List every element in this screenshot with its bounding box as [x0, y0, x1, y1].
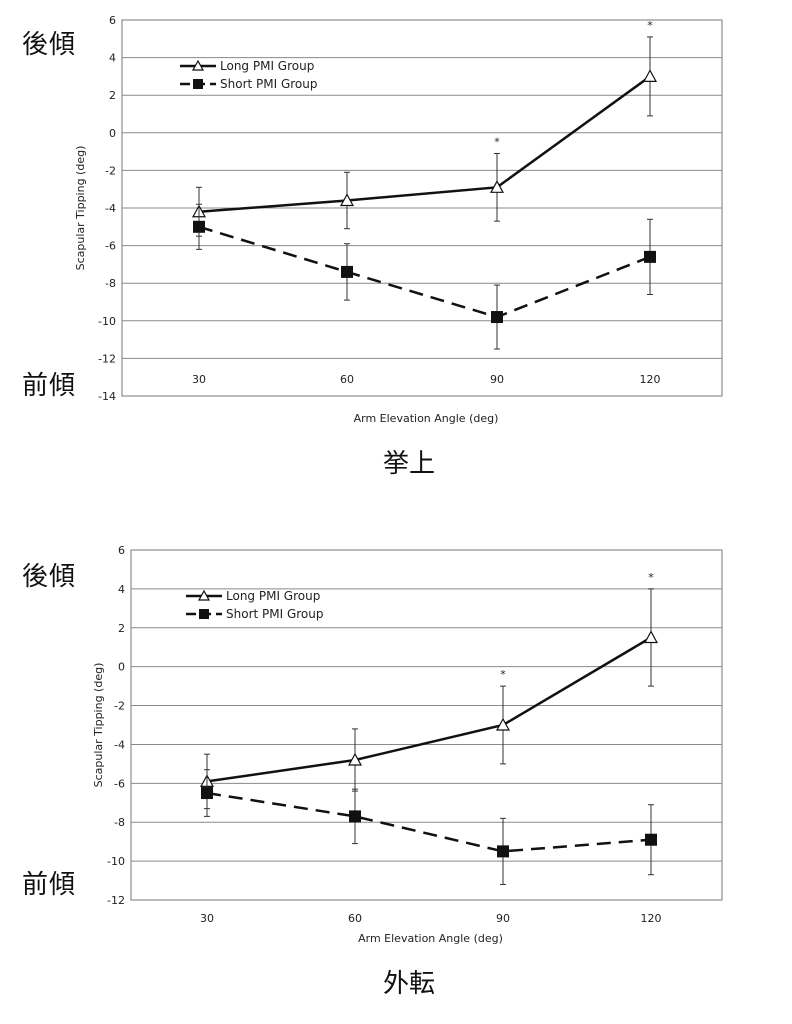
- y-tick-label: 4: [109, 52, 116, 65]
- y-tick-label: -2: [114, 700, 125, 713]
- legend-marker: [193, 79, 203, 89]
- x-tick-label: 120: [640, 373, 661, 386]
- y-tick-label: 0: [118, 661, 125, 674]
- x-tick-label: 30: [200, 912, 214, 925]
- posterior-tilt-label-bottom: 後傾: [22, 562, 77, 592]
- significance-marker: *: [500, 668, 506, 681]
- data-point-long: [489, 180, 505, 193]
- data-point-short: [341, 265, 353, 278]
- y-tick-label: 6: [118, 544, 125, 557]
- anterior-tilt-label-bottom: 前傾: [22, 870, 77, 900]
- y-tick-label: 6: [109, 14, 116, 27]
- y-tick-label: -4: [114, 738, 125, 751]
- x-tick-label: 60: [340, 373, 354, 386]
- x-axis-title: Arm Elevation Angle (deg): [354, 412, 499, 425]
- plot-frame: [130, 549, 723, 901]
- anterior-tilt-label-top: 前傾: [22, 371, 77, 401]
- series-line: [206, 791, 652, 853]
- legend-label: Long PMI Group: [226, 589, 320, 603]
- posterior-tilt-label-top: 後傾: [22, 30, 77, 60]
- data-point-long: [495, 717, 511, 731]
- x-axis-title: Arm Elevation Angle (deg): [358, 932, 503, 945]
- legend-label: Short PMI Group: [226, 607, 324, 621]
- y-tick-label: 2: [109, 89, 116, 102]
- data-point-long: [347, 752, 363, 766]
- legend-label: Short PMI Group: [220, 77, 318, 91]
- y-tick-label: 2: [118, 622, 125, 635]
- y-tick-label: -6: [105, 240, 116, 253]
- y-tick-label: -10: [98, 315, 116, 328]
- series-line: [198, 75, 651, 214]
- significance-marker: *: [648, 571, 654, 584]
- significance-marker: *: [647, 19, 653, 32]
- legend-marker: [197, 589, 211, 601]
- series-line: [206, 636, 652, 783]
- x-tick-label: 120: [641, 912, 662, 925]
- legend-marker: [191, 59, 205, 71]
- caption-elevation: 挙上: [383, 449, 436, 479]
- x-tick-label: 60: [348, 912, 362, 925]
- legend-label: Long PMI Group: [220, 59, 314, 73]
- y-tick-label: -8: [105, 277, 116, 290]
- x-tick-label: 90: [496, 912, 510, 925]
- data-point-long: [339, 193, 355, 207]
- y-tick-label: 4: [118, 583, 125, 596]
- significance-marker: *: [494, 135, 500, 148]
- y-tick-label: -8: [114, 816, 125, 829]
- y-tick-label: -12: [98, 352, 116, 365]
- caption-abduction: 外転: [383, 969, 436, 999]
- y-tick-label: -6: [114, 777, 125, 790]
- data-point-short: [349, 810, 361, 823]
- data-point-short: [201, 787, 213, 800]
- data-point-short: [644, 250, 656, 263]
- x-tick-label: 90: [490, 373, 504, 386]
- data-point-short: [645, 833, 657, 846]
- data-point-short: [491, 311, 503, 324]
- data-point-short: [497, 845, 509, 858]
- data-point-long: [643, 630, 659, 644]
- series-line: [198, 225, 651, 319]
- y-tick-label: -4: [105, 202, 116, 215]
- y-tick-label: -10: [107, 855, 125, 868]
- legend-marker: [199, 609, 209, 619]
- data-point-short: [193, 220, 205, 233]
- y-tick-label: -12: [107, 894, 125, 907]
- data-point-long: [642, 69, 658, 83]
- x-tick-label: 30: [192, 373, 206, 386]
- y-tick-label: -14: [98, 390, 116, 403]
- y-axis-title: Scapular Tipping (deg): [74, 146, 87, 271]
- y-tick-label: -2: [105, 164, 116, 177]
- y-tick-label: 0: [109, 127, 116, 140]
- y-axis-title: Scapular Tipping (deg): [92, 663, 105, 788]
